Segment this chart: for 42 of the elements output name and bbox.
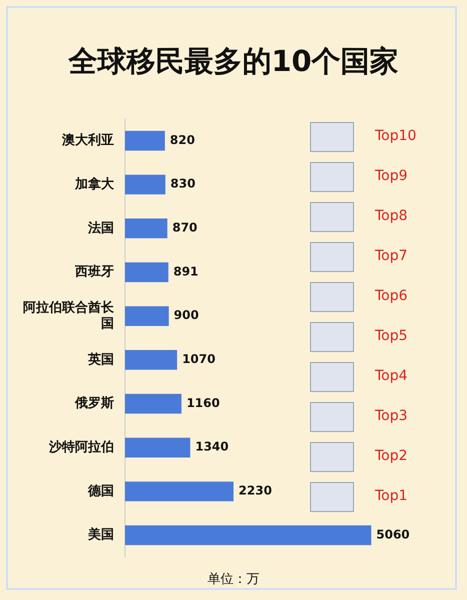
- text: Top5: [375, 328, 408, 344]
- data-label: 891: [173, 264, 198, 278]
- data-label: 820: [170, 132, 195, 147]
- y-tick-label: 英国: [87, 352, 114, 368]
- data-label: 870: [172, 220, 198, 235]
- bar: [125, 438, 190, 458]
- chart-title: 全球移民最多的10个国家: [67, 43, 400, 80]
- text: Top1: [375, 488, 408, 504]
- bar: [125, 262, 168, 282]
- y-tick-label: 美国: [87, 526, 114, 543]
- y-tick-label: 俄罗斯: [74, 396, 114, 412]
- bar: [125, 306, 169, 326]
- bar: [125, 218, 168, 238]
- data-label: 1340: [195, 440, 229, 454]
- text: Top3: [375, 408, 408, 424]
- text: Top9: [375, 168, 408, 184]
- data-label: 830: [170, 176, 196, 191]
- y-tick-label: 德国: [87, 484, 114, 499]
- data-label: 5060: [376, 527, 410, 542]
- data-label: 2230: [238, 484, 272, 498]
- bar: [125, 525, 372, 546]
- y-tick-label: 澳大利亚: [61, 132, 114, 148]
- data-label: 1160: [186, 396, 220, 410]
- y-tick-label: 法国: [87, 220, 114, 236]
- bar: [125, 482, 234, 502]
- text: 单位：万: [206, 571, 260, 588]
- text: Top4: [375, 368, 408, 384]
- bar: [125, 350, 178, 370]
- text: Top2: [375, 448, 408, 464]
- y-tick-label: 沙特阿拉伯: [48, 440, 114, 455]
- bar: [125, 174, 166, 194]
- bar: [125, 394, 182, 414]
- text: Top10: [375, 128, 416, 144]
- data-label: 1070: [182, 352, 216, 366]
- y-tick-label: 西班牙: [74, 264, 114, 280]
- bar: [125, 130, 165, 151]
- text: Top7: [375, 248, 408, 264]
- text: Top6: [375, 288, 408, 304]
- data-label: 900: [174, 308, 199, 322]
- text: Top8: [375, 208, 408, 224]
- y-tick-label: 阿拉伯联合酋长国: [23, 300, 115, 332]
- y-tick-label: 加拿大: [74, 176, 115, 192]
